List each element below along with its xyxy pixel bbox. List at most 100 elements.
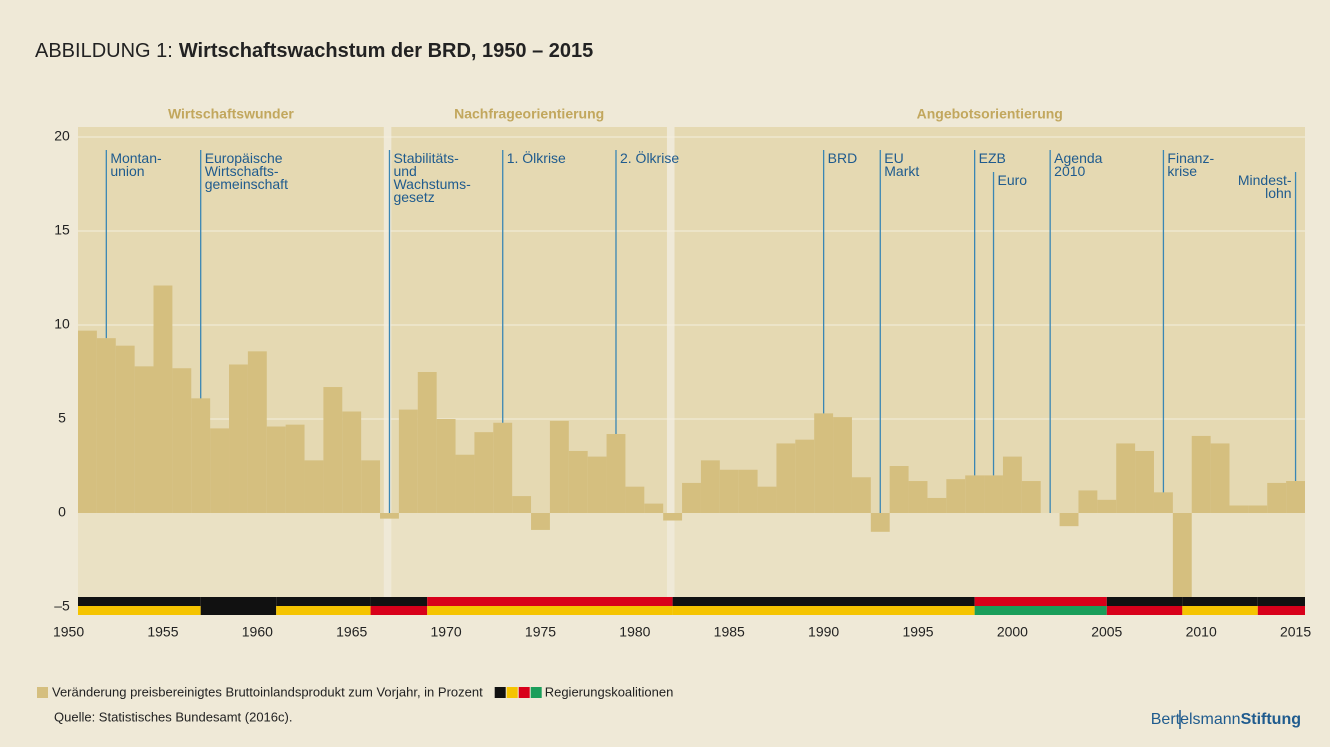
event-label-line: Euro — [998, 172, 1028, 188]
bar — [625, 486, 645, 513]
chart-title: ABBILDUNG 1: Wirtschaftswachstum der BRD,… — [35, 40, 593, 62]
x-tick-label: 1990 — [808, 624, 839, 640]
bar — [153, 285, 173, 513]
coalition-top — [370, 597, 428, 606]
bar — [1097, 499, 1117, 513]
y-tick-label: 20 — [54, 128, 70, 144]
legend-swatch — [37, 687, 48, 698]
bar — [663, 513, 683, 521]
y-tick-label: –5 — [54, 598, 70, 614]
coalition-top — [427, 597, 673, 606]
x-tick-label: 1995 — [902, 624, 933, 640]
y-tick-label: 5 — [58, 410, 66, 426]
title-main: Wirtschaftswachstum der BRD, 1950 – 2015 — [179, 40, 593, 62]
bar — [455, 454, 475, 513]
x-tick-label: 1960 — [242, 624, 273, 640]
x-tick-label: 1955 — [147, 624, 178, 640]
bar — [984, 475, 1003, 513]
event-label-line: Wachstums- — [393, 176, 471, 192]
x-tick-label: 1970 — [431, 624, 462, 640]
bar — [927, 497, 947, 513]
coalition-top — [672, 597, 975, 606]
event-label: EU Markt — [884, 150, 919, 179]
coalition-bottom — [427, 606, 673, 615]
coalition-top — [78, 597, 201, 606]
x-tick-label: 2000 — [997, 624, 1028, 640]
coalition-bottom — [1257, 606, 1305, 615]
event-label: Montan-union — [110, 150, 162, 179]
bar — [1059, 513, 1079, 527]
x-tick-label: 1975 — [525, 624, 556, 640]
bar — [870, 513, 890, 532]
title-prefix: ABBILDUNG 1: — [35, 40, 173, 62]
legend-swatch — [506, 687, 518, 698]
legend-swatch — [518, 687, 530, 698]
bar — [191, 398, 211, 513]
bar — [549, 420, 569, 513]
logo: BertelsmannStiftung — [1151, 711, 1301, 728]
coalition-bottom — [200, 606, 277, 615]
bar — [78, 330, 97, 513]
event-label-line: Finanz- — [1167, 150, 1214, 166]
bars — [78, 285, 1305, 615]
logo-part: Bertelsmann — [1151, 711, 1241, 728]
bar — [1210, 443, 1230, 513]
y-tick-label: 15 — [54, 222, 70, 238]
plot: Wirtschaftswunder Nachfrageorientierung An… — [53, 106, 1311, 640]
bar — [851, 477, 871, 513]
logo-part: Stiftung — [1241, 711, 1301, 728]
event-label: 1. Ölkrise — [507, 149, 566, 166]
bar — [1229, 505, 1249, 513]
bar — [285, 424, 305, 513]
bar — [946, 479, 966, 513]
bar — [700, 460, 720, 513]
event-label: Euro — [998, 172, 1028, 188]
event-label-line: 2. Ölkrise — [620, 149, 679, 166]
x-tick-label: 1985 — [714, 624, 745, 640]
event-label: EZB — [979, 150, 1006, 166]
event-label-line: und — [393, 163, 416, 179]
y-tick-label: 10 — [54, 316, 70, 332]
event-label-line: union — [110, 163, 144, 179]
bar — [795, 439, 815, 513]
bar — [908, 481, 928, 513]
event-label: BRD — [828, 150, 858, 166]
bar — [587, 456, 607, 513]
event-label-line: krise — [1167, 163, 1197, 179]
bar — [512, 496, 532, 513]
bar — [493, 422, 513, 513]
x-tick-label: 2015 — [1280, 624, 1311, 640]
bar — [568, 450, 588, 513]
event-label-line: gemeinschaft — [205, 176, 288, 192]
bar — [1002, 456, 1022, 513]
bar — [436, 419, 456, 513]
phase-label: Nachfrageorientierung — [454, 106, 604, 122]
bar — [210, 428, 230, 513]
bar — [398, 409, 418, 513]
bar — [266, 426, 286, 513]
bar — [134, 366, 154, 513]
phase-band-negative — [78, 513, 384, 597]
bar — [682, 482, 701, 513]
event-label-line: Agenda — [1054, 150, 1102, 166]
coalition-bottom — [672, 606, 975, 615]
event-label-line: EZB — [979, 150, 1006, 166]
source: Quelle: Statistisches Bundesamt (2016c). — [54, 709, 292, 724]
coalition-top — [1106, 597, 1183, 606]
x-tick-label: 1965 — [336, 624, 367, 640]
event-label-line: Stabilitäts- — [393, 150, 459, 166]
x-tick-label: 1950 — [53, 624, 84, 640]
event-label-line: BRD — [828, 150, 858, 166]
bar — [757, 486, 777, 513]
coalition-bottom — [276, 606, 371, 615]
event-label: Stabilitäts-und Wachstums-gesetz — [393, 150, 471, 205]
bar — [719, 469, 739, 513]
bar — [342, 411, 362, 513]
bar — [96, 338, 116, 513]
bar — [323, 387, 343, 513]
bar — [417, 372, 437, 513]
coalition-top — [974, 597, 1107, 606]
legend-swatch — [530, 687, 542, 698]
phase-label: Angebotsorientierung — [917, 106, 1063, 122]
phase-band-negative — [391, 513, 667, 597]
